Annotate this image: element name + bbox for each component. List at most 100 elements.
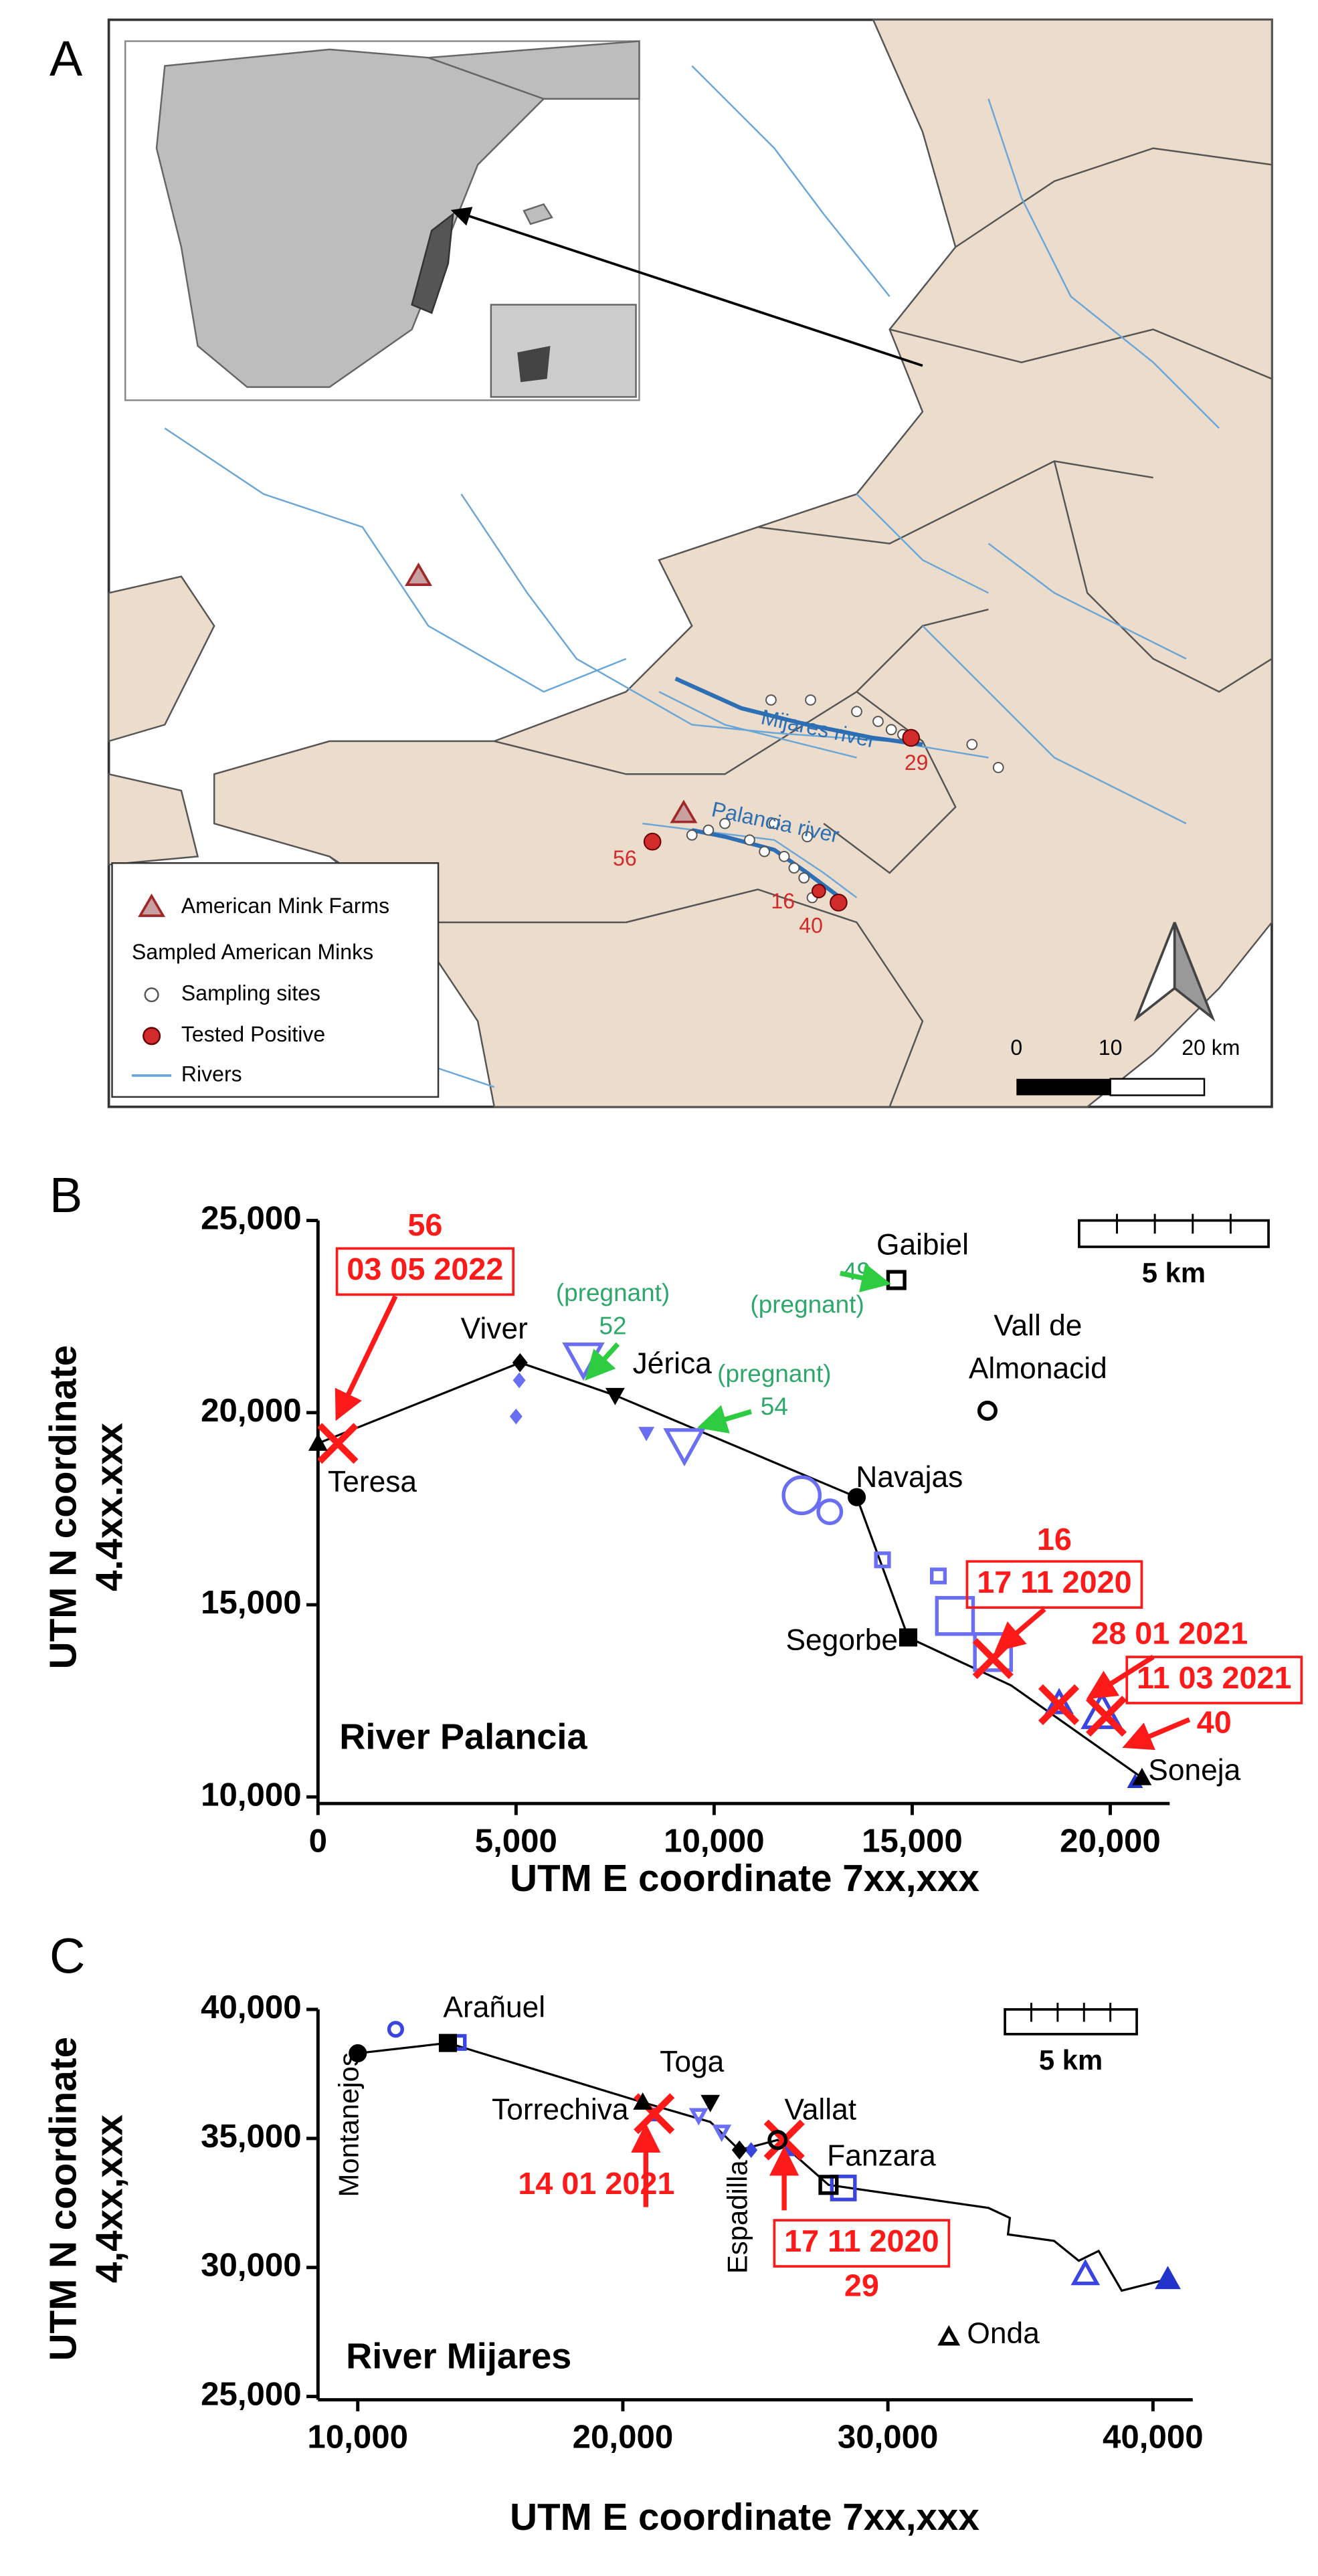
- annotation-box: [773, 2219, 951, 2268]
- point: [688, 2108, 709, 2126]
- map-legend: [111, 862, 440, 1098]
- point: [1155, 2266, 1181, 2290]
- annotation: 14 01 2021: [518, 2166, 674, 2201]
- site-label: Viver: [461, 1312, 528, 1345]
- point: [731, 2140, 747, 2160]
- point: [1086, 1696, 1127, 1737]
- islands: [523, 203, 553, 225]
- annotation: 03 05 2022: [347, 1252, 503, 1286]
- y-tick-label: 40,000: [201, 1989, 302, 2025]
- y-axis-title: UTM N coordinate: [43, 2037, 85, 2361]
- point: [605, 1387, 625, 1405]
- point: [633, 2092, 653, 2110]
- mink-farm: [670, 799, 698, 823]
- annotation: 11 03 2021: [1137, 1660, 1291, 1695]
- scale-label: 0: [1010, 1035, 1022, 1060]
- site-label: Segorbe: [785, 1624, 898, 1657]
- point: [1038, 1684, 1080, 1726]
- y-axis-title: UTM N coordinate: [43, 1345, 85, 1669]
- x-axis-title: UTM E coordinate 7xx,xxx: [510, 2496, 979, 2539]
- x-tick-label: 20,000: [1060, 1822, 1161, 1859]
- point: [745, 2142, 758, 2159]
- y-tick-label: 20,000: [201, 1392, 302, 1429]
- annotation: 29: [844, 2268, 879, 2302]
- point: [899, 1628, 918, 1647]
- annotation: 17 11 2020: [784, 2223, 939, 2258]
- site-label: Navajas: [856, 1461, 963, 1494]
- point: [663, 1428, 706, 1467]
- y-axis-title: 4.4xx.xxx: [88, 1423, 130, 1591]
- x-tick-label: 5,000: [475, 1822, 557, 1859]
- panel-title: River Mijares: [346, 2336, 571, 2376]
- point: [438, 2034, 457, 2052]
- mijares-river: [674, 676, 923, 747]
- annotation: 16: [1037, 1522, 1072, 1557]
- annotation: (pregnant): [717, 1360, 831, 1387]
- scale-bar: [1016, 1078, 1111, 1096]
- point: [767, 2130, 788, 2151]
- point: [387, 2021, 404, 2038]
- annotation-arrow: [585, 1342, 620, 1381]
- positive-sites: [643, 728, 921, 912]
- point: [937, 2324, 961, 2346]
- site-label: Torrechiva: [492, 2093, 629, 2126]
- y-tick-label: 35,000: [201, 2118, 302, 2155]
- x-tick-label: 10,000: [664, 1822, 765, 1859]
- y-tick-label: 25,000: [201, 1200, 302, 1237]
- site-label: Fanzara: [827, 2139, 936, 2172]
- legend-symbol: [138, 893, 166, 917]
- point: [349, 2044, 367, 2063]
- point: [308, 1433, 328, 1451]
- annotation-arrow: [696, 1405, 752, 1433]
- point: [973, 1631, 1014, 1672]
- legend-symbol: [143, 1027, 161, 1046]
- annotation-arrow: [994, 1607, 1046, 1652]
- scale-bar: [1078, 1219, 1270, 1248]
- point: [317, 1423, 359, 1464]
- legend-label: Tested Positive: [181, 1022, 325, 1046]
- point: [562, 1343, 605, 1381]
- annotation-box: [335, 1247, 515, 1296]
- inset-arrow: [450, 207, 923, 367]
- site-label: Vall de: [994, 1309, 1082, 1342]
- valencia: [411, 212, 454, 314]
- site-label: Soneja: [1148, 1754, 1240, 1787]
- point: [512, 1372, 526, 1389]
- panel-label: C: [50, 1928, 85, 1984]
- scale-label: 10: [1099, 1035, 1123, 1060]
- annotation-box: [965, 1560, 1143, 1609]
- scale-bar: [1109, 1078, 1206, 1096]
- palancia-river: [691, 827, 842, 900]
- site-label: Jérica: [633, 1347, 713, 1380]
- point: [638, 1427, 655, 1442]
- annotation: 54: [761, 1393, 788, 1420]
- site-label: Teresa: [328, 1466, 417, 1498]
- france: [428, 40, 640, 100]
- positive-label: 56: [613, 846, 637, 870]
- point: [1132, 1767, 1152, 1785]
- y-axis-title: 4,4xx,xxx: [88, 2114, 130, 2283]
- point: [816, 1498, 844, 1525]
- site-label: Toga: [660, 2046, 724, 2078]
- site-label: Arañuel: [443, 1991, 545, 2024]
- regions: [108, 19, 1273, 1108]
- point: [1070, 2258, 1101, 2286]
- panel-label: A: [50, 31, 83, 86]
- scale-bar-label: 5 km: [1039, 2044, 1103, 2076]
- mink-farm: [405, 562, 432, 586]
- y-tick-label: 30,000: [201, 2247, 302, 2284]
- point: [700, 2094, 721, 2112]
- y-tick-label: 25,000: [201, 2376, 302, 2413]
- annotation-arrow: [1122, 1717, 1191, 1751]
- point: [509, 1408, 523, 1425]
- legend-label: Sampled American Minks: [132, 940, 373, 964]
- river-line: [357, 2042, 1168, 2292]
- site-label: Vallat: [785, 2093, 857, 2126]
- x-tick-label: 20,000: [573, 2419, 674, 2456]
- positive-label: 29: [905, 751, 929, 775]
- point: [874, 1551, 891, 1569]
- point: [830, 2174, 857, 2201]
- annotation: (pregnant): [556, 1279, 670, 1306]
- point: [929, 1567, 947, 1585]
